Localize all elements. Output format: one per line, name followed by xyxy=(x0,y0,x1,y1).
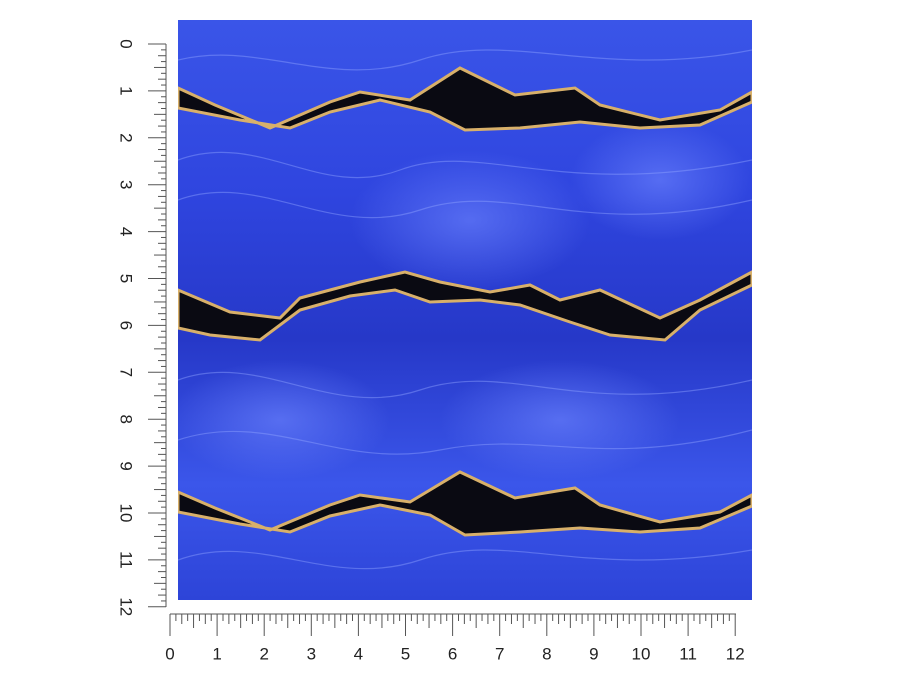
vein-top xyxy=(178,66,752,132)
ruler-label: 11 xyxy=(117,551,136,569)
ruler-label: 7 xyxy=(117,368,136,377)
bottom-ruler: 0 1 2 3 4 5 6 7 8 9 10 11 12 xyxy=(165,614,745,663)
ruler-label: 10 xyxy=(117,504,136,523)
ruler-label: 0 xyxy=(117,39,136,48)
ruler-label: 4 xyxy=(354,644,363,663)
ruler-label: 8 xyxy=(117,414,136,423)
ruler-label: 5 xyxy=(117,274,136,283)
ruler-label: 9 xyxy=(589,644,598,663)
ruler-label: 8 xyxy=(542,644,551,663)
ruler-label: 12 xyxy=(726,644,745,663)
ruler-label: 2 xyxy=(259,644,268,663)
ruler-label: 9 xyxy=(117,461,136,470)
ruler-label: 6 xyxy=(448,644,457,663)
ruler-label: 12 xyxy=(117,597,136,616)
ruler-label: 5 xyxy=(401,644,410,663)
ruler-label: 4 xyxy=(117,227,136,236)
ruler-label: 0 xyxy=(165,644,174,663)
vein-middle xyxy=(178,270,752,342)
ruler-label: 1 xyxy=(212,644,221,663)
ruler-label: 2 xyxy=(117,133,136,142)
ruler-label: 3 xyxy=(307,644,316,663)
marble-pattern xyxy=(178,20,752,600)
ruler-label: 10 xyxy=(632,644,651,663)
ruler-label: 3 xyxy=(117,180,136,189)
ruler-label: 11 xyxy=(679,644,697,663)
ruler-label: 1 xyxy=(117,86,136,95)
vein-bottom xyxy=(178,470,752,537)
ruler-label: 7 xyxy=(495,644,504,663)
ruler-label: 6 xyxy=(117,321,136,330)
